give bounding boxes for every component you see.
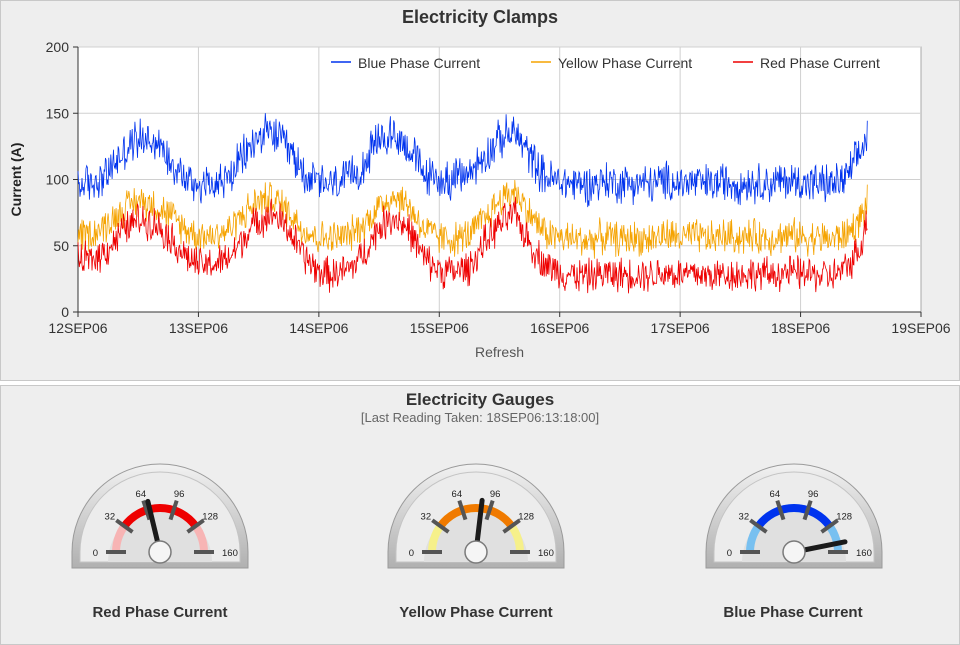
gauge-major-tick	[186, 518, 205, 534]
gauge-tick-label: 32	[105, 512, 116, 523]
blue-phase-gauge: 0 32 64 96 128 160	[702, 462, 886, 582]
gauge-major-tick	[749, 518, 768, 534]
x-tick-label: 13SEP06	[169, 320, 228, 336]
gauge-inner-face	[108, 510, 212, 562]
series-line-2	[77, 196, 868, 294]
x-tick-label: 18SEP06	[771, 320, 830, 336]
legend-label: Red Phase Current	[760, 55, 880, 71]
x-tick-label: 15SEP06	[410, 320, 469, 336]
gauge-major-tick	[775, 500, 786, 521]
gauge-tick-label: 96	[808, 489, 819, 500]
yellow-phase-gauge: 0 32 64 96 128 160	[384, 462, 568, 582]
gauge-tick-label: 32	[739, 512, 750, 523]
gauge-hub	[148, 540, 172, 564]
gauge-major-tick	[457, 500, 468, 521]
x-tick-label: 16SEP06	[530, 320, 589, 336]
clamps-line-chart: 0 50 100 150 200 12SEP06 13SEP06 14SEP06 15SEP06…	[8, 39, 951, 360]
y-tick-label: 100	[46, 172, 70, 188]
gauge-major-tick	[820, 518, 839, 534]
gauges-title: Electricity Gauges	[405, 390, 555, 409]
x-tick-label: 14SEP06	[289, 320, 348, 336]
gauge-tick-label: 128	[202, 512, 218, 523]
gauge-tick-label: 128	[836, 512, 852, 523]
y-tick-label: 50	[53, 238, 69, 254]
gauge-major-tick	[431, 518, 450, 534]
red-phase-gauge-label: Red Phase Current	[92, 604, 228, 621]
yellow-phase-gauge-label: Yellow Phase Current	[399, 604, 553, 621]
gauge-hub	[464, 540, 488, 564]
y-tick-label: 150	[46, 105, 70, 121]
last-reading-subtitle: [Last Reading Taken: 18SEP06:13:18:00]	[360, 410, 600, 425]
y-tick-label: 0	[61, 304, 69, 320]
x-tick-label: 12SEP06	[48, 320, 107, 336]
red-phase-gauge: 0 32 64 96 128 160	[68, 462, 252, 582]
clamps-chart-panel: Electricity Clamps 0 50 100 150 200 12SEP06 13…	[0, 0, 960, 381]
chart-title: Electricity Clamps	[401, 7, 559, 27]
gauge-tick-label: 32	[421, 512, 432, 523]
gauge-mid-band	[755, 504, 833, 529]
gauge-tick-label: 160	[222, 548, 238, 559]
gauge-tick-label: 160	[856, 548, 872, 559]
gauge-major-tick	[115, 518, 134, 534]
gauge-tick-label: 64	[452, 489, 463, 500]
gauge-major-tick	[168, 500, 179, 521]
gauge-major-tick	[502, 518, 521, 534]
gauge-major-tick	[484, 500, 495, 521]
gauge-tick-label: 160	[538, 548, 554, 559]
gauge-tick-label: 0	[409, 548, 414, 559]
gauges-panel: Electricity Gauges [Last Reading Taken: …	[0, 385, 960, 645]
gauge-mid-band	[437, 504, 515, 529]
series-line-0	[77, 113, 868, 208]
gauge-tick-label: 0	[93, 548, 98, 559]
blue-phase-gauge-label: Blue Phase Current	[723, 604, 863, 621]
gauge-tick-label: 96	[490, 489, 501, 500]
legend-label: Yellow Phase Current	[558, 55, 692, 71]
gauge-tick-label: 64	[136, 489, 147, 500]
x-axis-label: Refresh	[475, 344, 524, 360]
gauge-major-tick	[802, 500, 813, 521]
x-tick-label: 17SEP06	[651, 320, 710, 336]
gauge-tick-label: 0	[727, 548, 732, 559]
y-tick-label: 200	[46, 39, 70, 55]
gauge-major-tick	[141, 500, 152, 521]
gauge-hub	[782, 540, 806, 564]
series-line-1	[77, 179, 868, 259]
y-axis-label: Current (A)	[8, 143, 24, 217]
gauge-mid-band	[121, 504, 199, 529]
gauge-tick-label: 96	[174, 489, 185, 500]
gauge-tick-label: 64	[770, 489, 781, 500]
x-tick-label: 19SEP06	[891, 320, 950, 336]
legend-label: Blue Phase Current	[358, 55, 480, 71]
gauge-tick-label: 128	[518, 512, 534, 523]
